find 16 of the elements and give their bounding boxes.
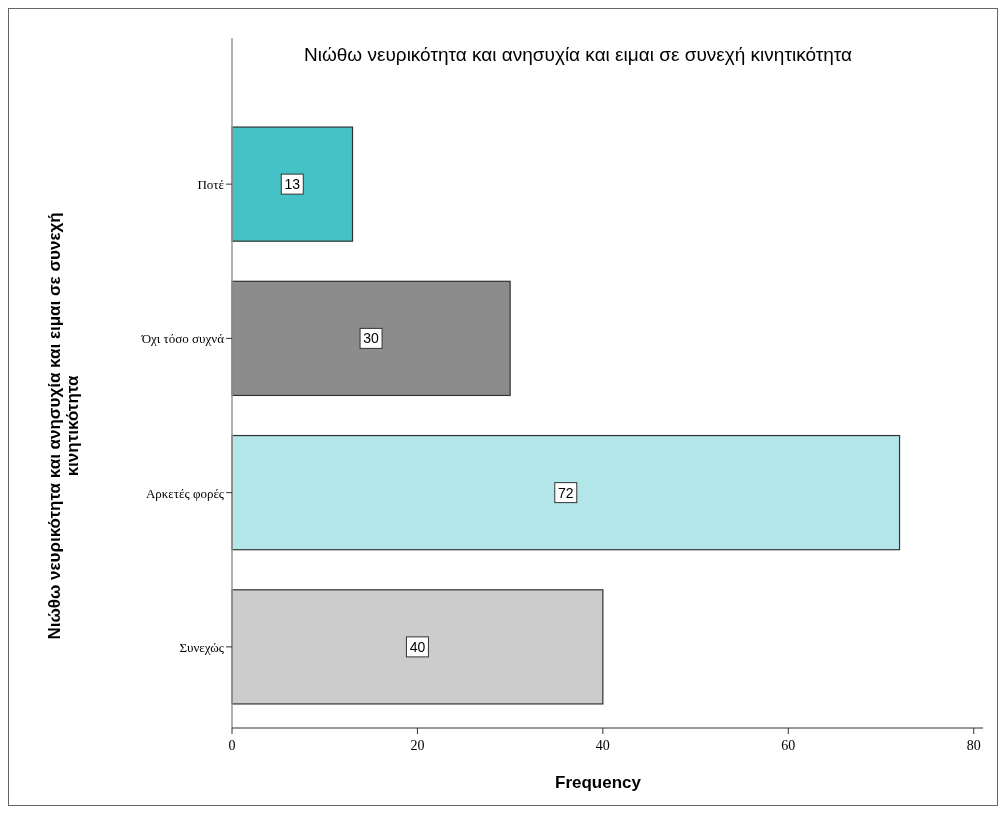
chart-title: Νιώθω νευρικότητα και ανησυχία και ειμαι σε συνεχή κινητικότητα [304,44,853,65]
x-tick-label: 0 [228,738,236,753]
x-tick-label: 40 [595,738,610,753]
data-label: 72 [557,484,574,501]
y-tick-label: Ποτέ [197,177,225,193]
y-tick-label: Συνεχώς [179,639,225,655]
x-tick-label: 60 [781,738,796,753]
data-label: 13 [284,176,301,193]
y-tick-label: Αρκετές φορές [145,485,225,501]
data-label: 30 [363,330,380,347]
data-label: 40 [409,638,426,655]
x-tick-label: 80 [966,738,981,753]
x-axis-title: Frequency [555,773,642,792]
x-tick-label: 20 [410,738,425,753]
y-tick-label: Όχι τόσο συχνά [140,331,225,347]
y-axis-title: Νιώθω νευρικότητα και ανησυχία και ειμαι σε συνεχή κινητικότητα [45,212,82,640]
